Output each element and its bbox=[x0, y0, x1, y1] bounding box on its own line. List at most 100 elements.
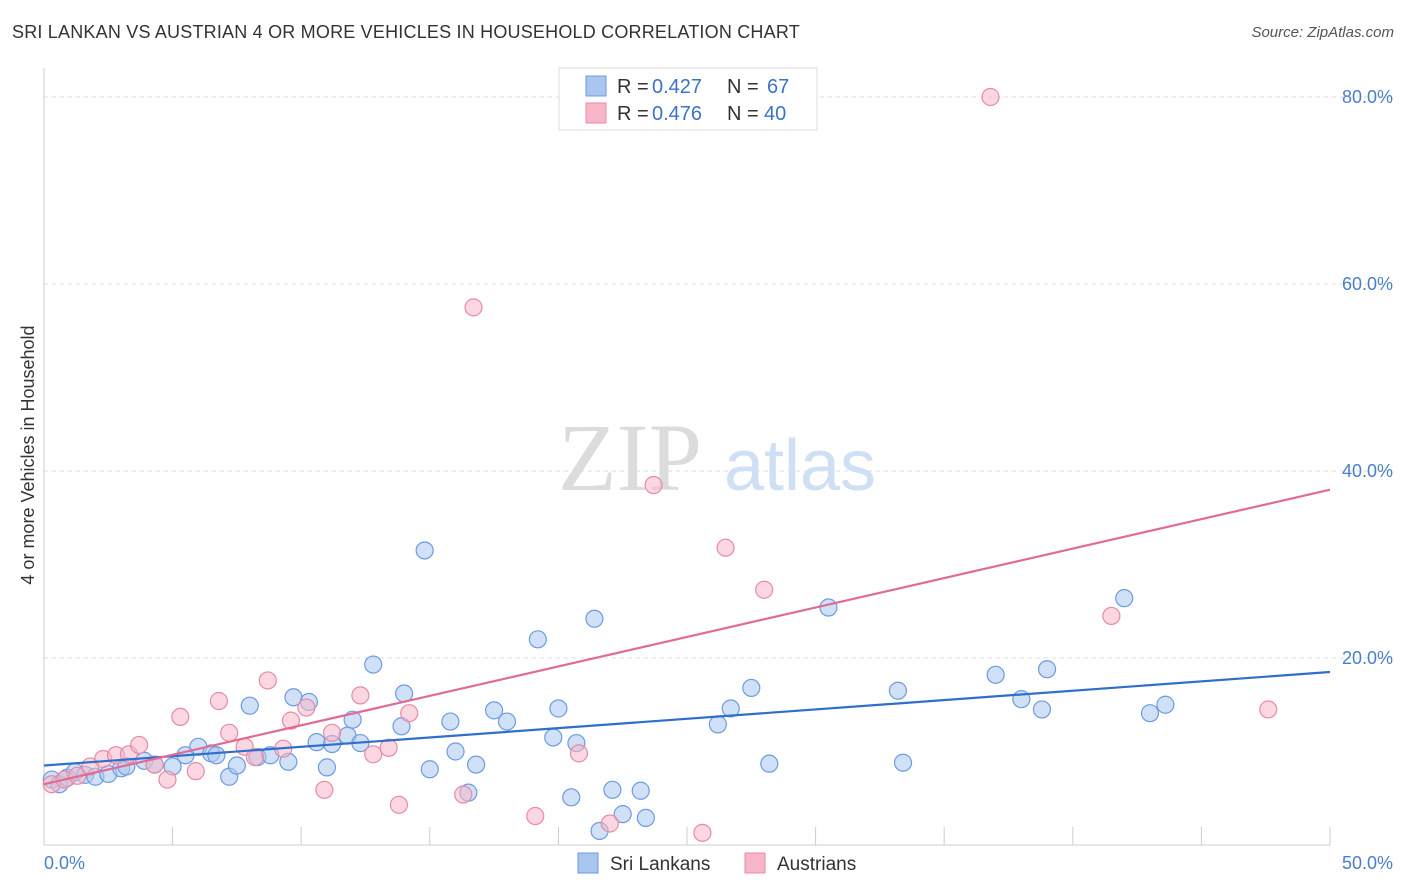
sri-lankans-point-58 bbox=[893, 753, 913, 772]
sri-lankans-point-46 bbox=[585, 609, 604, 628]
sri-lankans-point-63 bbox=[1115, 589, 1134, 608]
bottom-legend-swatch-austrians bbox=[744, 852, 766, 874]
austrians-point-27 bbox=[454, 785, 473, 804]
sri-lankans-point-56 bbox=[819, 598, 838, 617]
austrians-point-15 bbox=[245, 748, 265, 767]
legend-swatch-pink bbox=[585, 102, 607, 124]
sri-lankans-point-39 bbox=[485, 701, 504, 720]
austrians-point-24 bbox=[379, 738, 398, 757]
austrians-point-29 bbox=[526, 806, 545, 826]
sri-lankans-point-65 bbox=[1156, 695, 1175, 714]
sri-lankans-point-57 bbox=[888, 681, 908, 700]
watermark-atlas: atlas bbox=[724, 426, 876, 506]
y-tick-label-80: 80.0% bbox=[1342, 87, 1393, 107]
austrians-point-7 bbox=[130, 735, 149, 755]
austrians-point-25 bbox=[389, 795, 409, 814]
watermark: ZIP atlas bbox=[558, 404, 876, 511]
chart-title: SRI LANKAN VS AUSTRIAN 4 OR MORE VEHICLE… bbox=[12, 22, 800, 42]
sri-lankans-point-50 bbox=[631, 781, 650, 800]
y-axis-title: 4 or more Vehicles in Household bbox=[18, 325, 38, 584]
legend-n-value-blue: 67 bbox=[767, 76, 789, 98]
austrians-point-22 bbox=[351, 686, 370, 705]
sri-lankans-point-25 bbox=[317, 758, 337, 777]
series-austrians-points bbox=[42, 87, 1278, 842]
y-tick-label-60: 60.0% bbox=[1342, 274, 1393, 294]
bottom-legend-label-sri-lankans: Sri Lankans bbox=[610, 854, 710, 875]
austrians-point-33 bbox=[693, 823, 712, 842]
legend: R = 0.427 N = 67 R = 0.476 N = 40 bbox=[558, 67, 818, 131]
austrians-point-13 bbox=[220, 723, 239, 742]
austrians-point-11 bbox=[186, 762, 205, 781]
legend-r-value-pink: 0.476 bbox=[652, 103, 702, 125]
axes bbox=[43, 68, 1331, 846]
legend-n-value-pink: 40 bbox=[764, 103, 786, 125]
austrians-point-37 bbox=[1102, 606, 1121, 626]
austrians-point-21 bbox=[322, 723, 342, 742]
sri-lankans-point-49 bbox=[613, 805, 632, 824]
sri-lankans-point-15 bbox=[207, 746, 226, 765]
y-tick-labels: 20.0% 40.0% 60.0% 80.0% bbox=[1342, 87, 1393, 668]
sri-lankans-point-35 bbox=[441, 712, 460, 731]
sri-lankans-point-43 bbox=[549, 699, 568, 718]
austrians-point-23 bbox=[364, 745, 383, 764]
sri-lankans-point-44 bbox=[562, 788, 581, 807]
chart-source: Source: ZipAtlas.com bbox=[1251, 24, 1394, 41]
sri-lankans-point-53 bbox=[721, 699, 740, 718]
sri-lankans-point-33 bbox=[415, 541, 434, 560]
legend-n-label-pink: N = bbox=[727, 103, 759, 125]
austrians-point-26 bbox=[400, 704, 419, 723]
y-tick-label-40: 40.0% bbox=[1342, 461, 1393, 481]
sri-lankans-point-38 bbox=[466, 755, 486, 774]
sri-lankans-point-18 bbox=[240, 696, 259, 715]
legend-swatch-blue bbox=[585, 75, 607, 97]
sri-lankans-point-41 bbox=[528, 630, 547, 649]
austrians-point-9 bbox=[158, 770, 177, 789]
sri-lankans-point-36 bbox=[446, 742, 465, 761]
sri-lankans-point-34 bbox=[420, 760, 439, 779]
austrians-point-34 bbox=[716, 538, 735, 557]
y-tick-label-20: 20.0% bbox=[1342, 648, 1393, 668]
austrians-point-18 bbox=[281, 711, 301, 730]
sri-lankans-point-54 bbox=[742, 678, 761, 698]
austrians-point-20 bbox=[315, 780, 334, 799]
austrians-point-36 bbox=[981, 87, 1000, 107]
austrians-point-12 bbox=[209, 691, 228, 711]
austrians-point-19 bbox=[297, 698, 316, 717]
bottom-legend: Sri Lankans Austrians bbox=[577, 852, 856, 875]
watermark-zip: ZIP bbox=[558, 404, 702, 511]
austrians-point-38 bbox=[1259, 700, 1278, 719]
austrians-point-10 bbox=[171, 707, 190, 727]
sri-lankans-point-48 bbox=[603, 780, 622, 799]
sri-lankans-trendline bbox=[43, 670, 1331, 767]
legend-r-label-pink: R = bbox=[617, 103, 649, 125]
austrians-point-35 bbox=[755, 580, 774, 599]
x-tick-label-max: 50.0% bbox=[1342, 853, 1393, 873]
austrians-trendline bbox=[43, 488, 1331, 786]
sri-lankans-point-51 bbox=[636, 808, 655, 827]
austrians-point-28 bbox=[464, 298, 483, 317]
legend-r-value-blue: 0.427 bbox=[652, 76, 702, 98]
sri-lankans-point-42 bbox=[544, 728, 563, 747]
bottom-legend-swatch-sri-lankans bbox=[577, 852, 599, 874]
sri-lankans-point-52 bbox=[708, 715, 727, 734]
series-sri-lankans-points bbox=[42, 541, 1175, 841]
austrians-point-32 bbox=[644, 475, 663, 495]
sri-lankans-point-40 bbox=[497, 712, 517, 731]
sri-lankans-point-62 bbox=[1037, 660, 1057, 679]
austrians-point-31 bbox=[600, 814, 619, 833]
gridlines bbox=[44, 96, 1392, 659]
sri-lankans-point-24 bbox=[307, 733, 326, 752]
austrians-point-30 bbox=[569, 744, 589, 763]
sri-lankans-point-17 bbox=[227, 756, 246, 775]
austrians-point-16 bbox=[258, 671, 277, 690]
trendlines bbox=[43, 488, 1331, 786]
sri-lankans-point-30 bbox=[364, 655, 383, 674]
sri-lankans-point-61 bbox=[1032, 700, 1052, 719]
bottom-legend-label-austrians: Austrians bbox=[777, 854, 856, 875]
sri-lankans-point-55 bbox=[760, 754, 779, 773]
legend-r-label-blue: R = bbox=[617, 76, 649, 98]
legend-n-label-blue: N = bbox=[727, 76, 759, 98]
sri-lankans-point-64 bbox=[1140, 704, 1160, 723]
sri-lankans-point-59 bbox=[986, 665, 1005, 684]
